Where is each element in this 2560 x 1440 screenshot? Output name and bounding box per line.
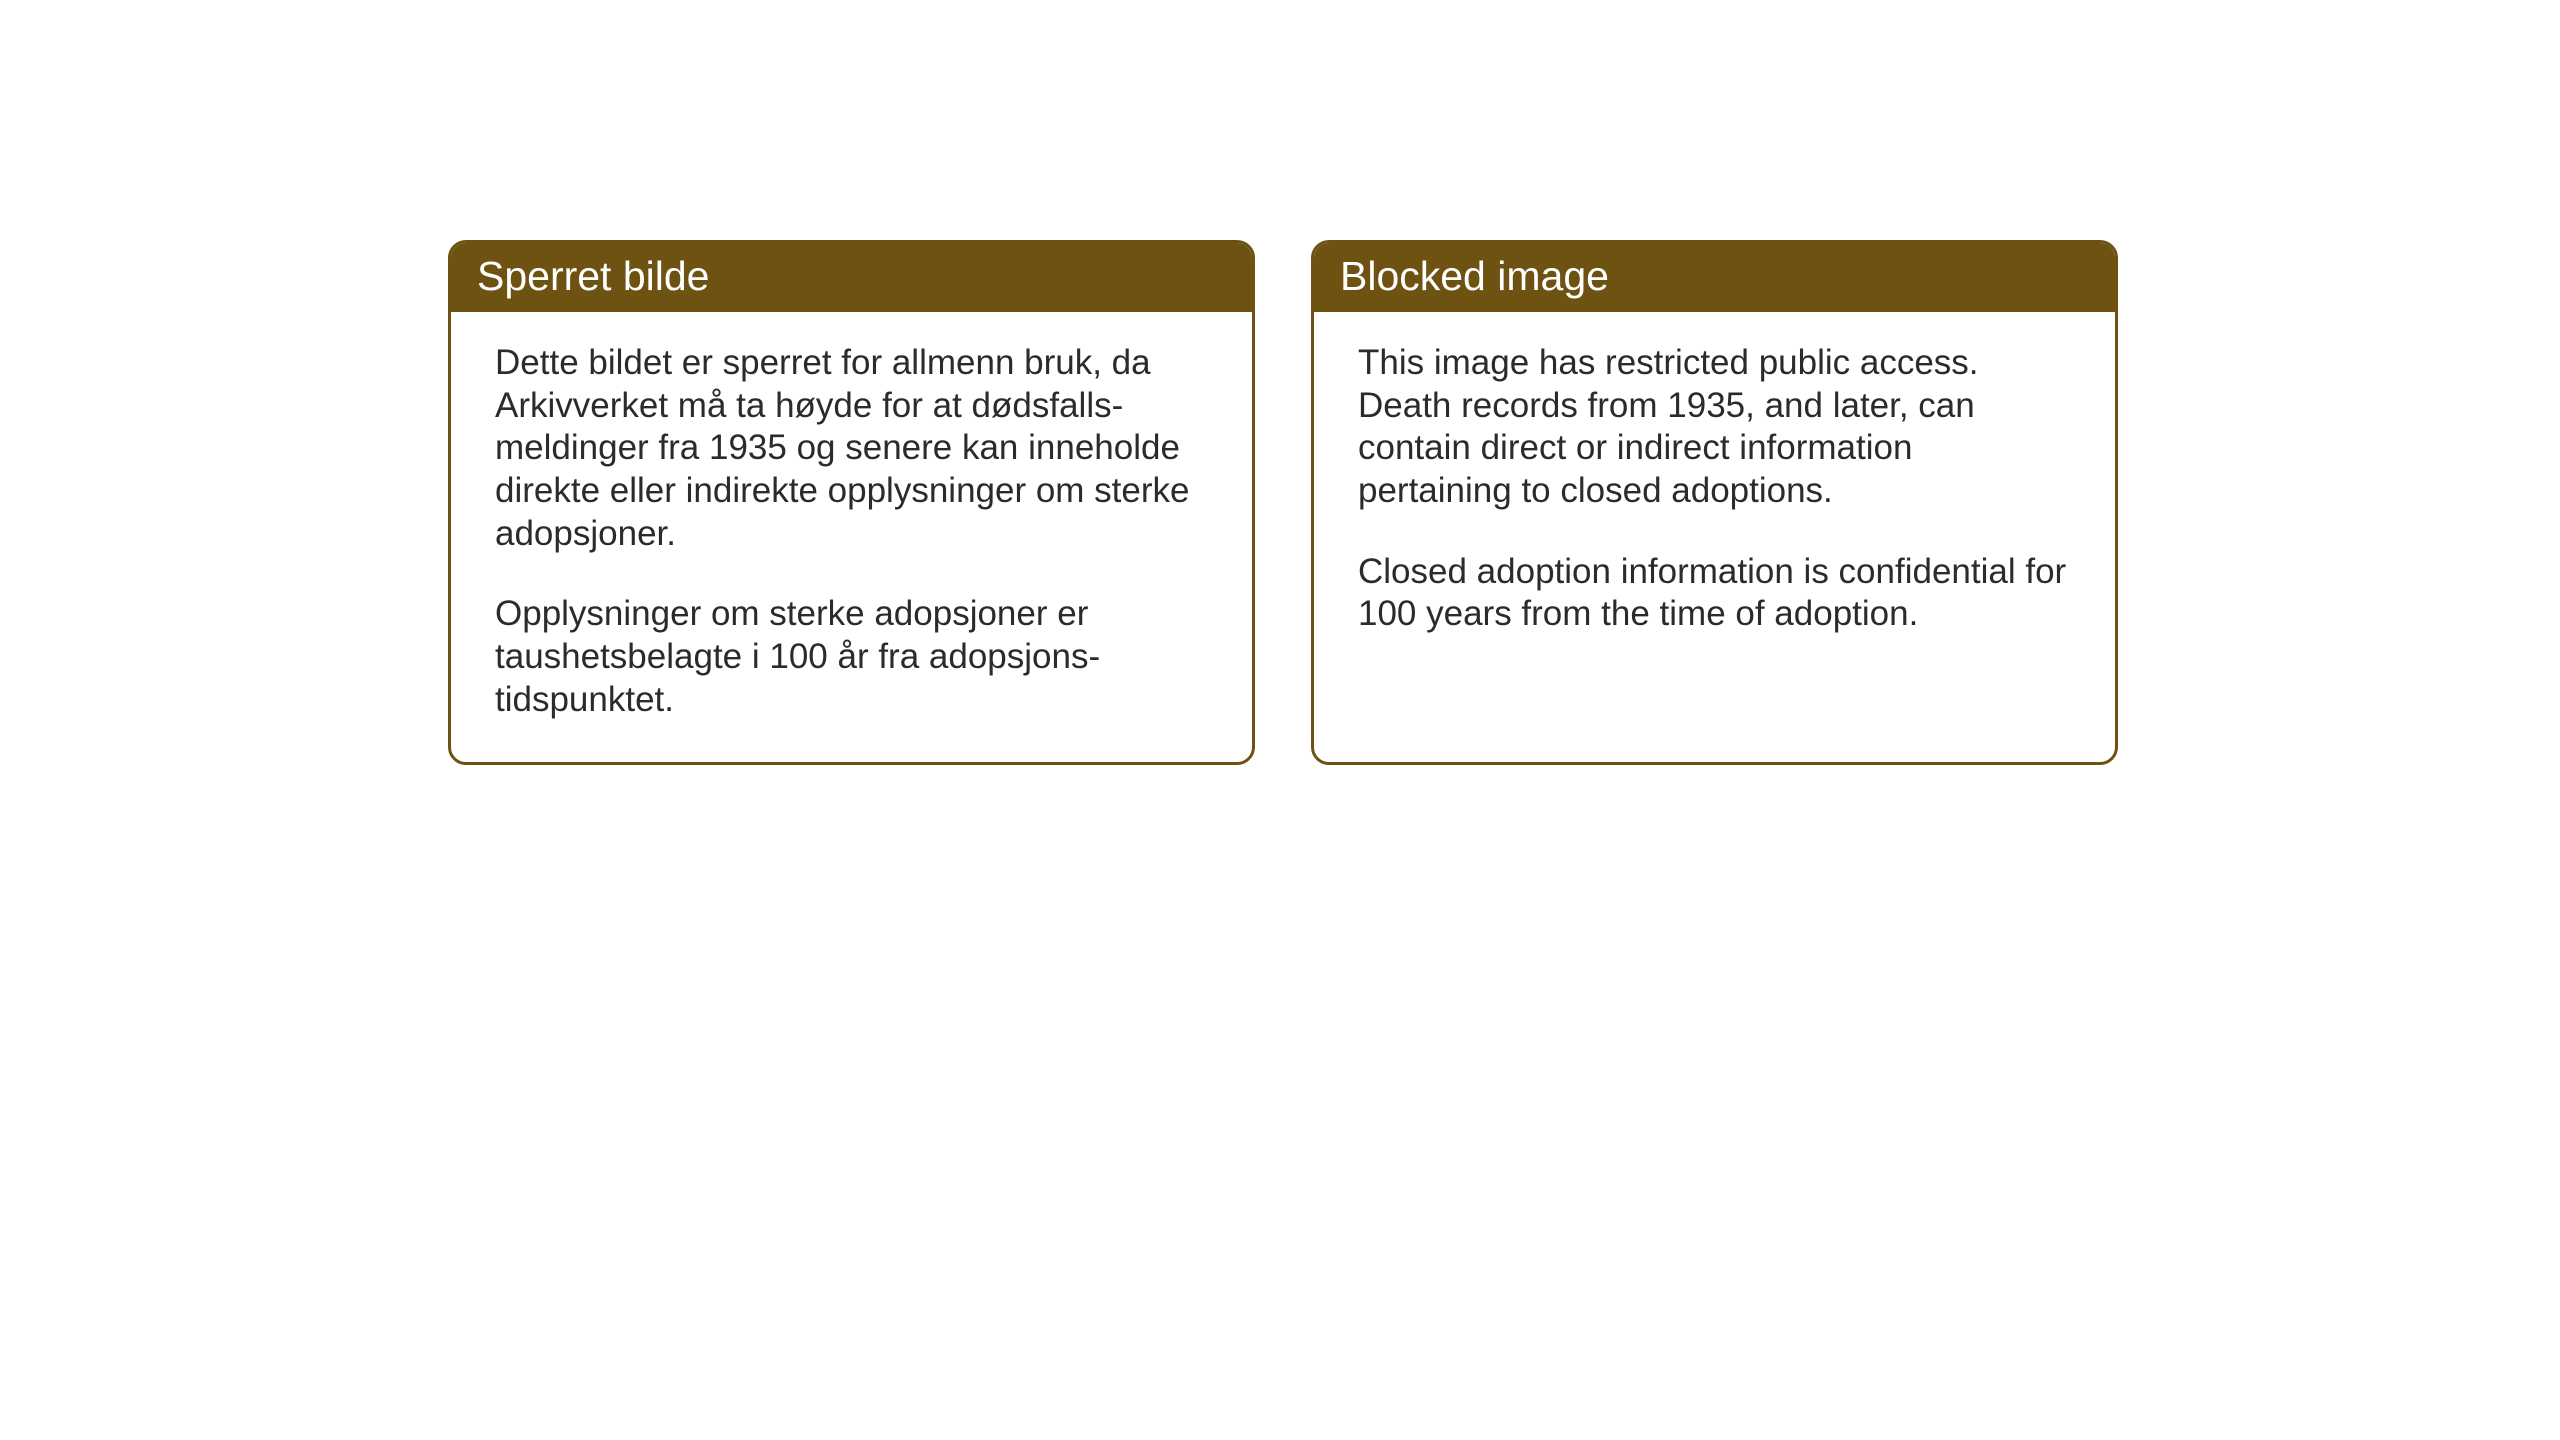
card-paragraph-1-norwegian: Dette bildet er sperret for allmenn bruk… — [495, 342, 1208, 555]
blocked-image-card-english: Blocked image This image has restricted … — [1311, 240, 2118, 765]
card-body-english: This image has restricted public access.… — [1314, 312, 2115, 676]
card-paragraph-2-norwegian: Opplysninger om sterke adopsjoner er tau… — [495, 593, 1208, 721]
card-header-norwegian: Sperret bilde — [451, 243, 1252, 312]
card-title-english: Blocked image — [1340, 253, 1609, 299]
blocked-image-card-norwegian: Sperret bilde Dette bildet er sperret fo… — [448, 240, 1255, 765]
card-paragraph-2-english: Closed adoption information is confident… — [1358, 551, 2071, 636]
card-body-norwegian: Dette bildet er sperret for allmenn bruk… — [451, 312, 1252, 762]
card-paragraph-1-english: This image has restricted public access.… — [1358, 342, 2071, 513]
card-header-english: Blocked image — [1314, 243, 2115, 312]
cards-container: Sperret bilde Dette bildet er sperret fo… — [448, 240, 2118, 765]
card-title-norwegian: Sperret bilde — [477, 253, 709, 299]
